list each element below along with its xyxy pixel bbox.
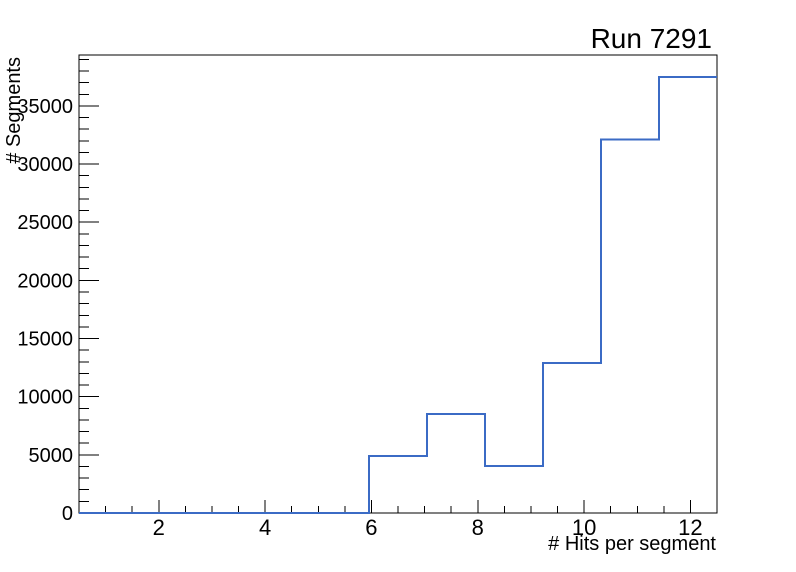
x-tick-label: 2: [153, 515, 165, 540]
x-tick-label: 10: [572, 515, 596, 540]
x-tick-label: 12: [678, 515, 702, 540]
plot-frame: [78, 54, 718, 514]
y-tick-label: 25000: [17, 212, 73, 234]
histogram-line: [79, 75, 717, 514]
x-tick-label: 8: [472, 515, 484, 540]
y-tick-label: 20000: [17, 270, 73, 292]
y-tick-label: 15000: [17, 329, 73, 351]
y-tick-label: 10000: [17, 387, 73, 409]
x-tick-label: 6: [365, 515, 377, 540]
y-tick-label: 0: [62, 503, 73, 525]
y-tick-label: 35000: [17, 96, 73, 118]
y-axis-title: # Segments: [3, 57, 25, 164]
x-axis-title: # Hits per segment: [548, 533, 716, 555]
y-tick-label: 5000: [29, 445, 74, 467]
y-tick-label: 30000: [17, 154, 73, 176]
chart-title: Run 7291: [591, 23, 712, 54]
x-tick-label: 4: [259, 515, 271, 540]
